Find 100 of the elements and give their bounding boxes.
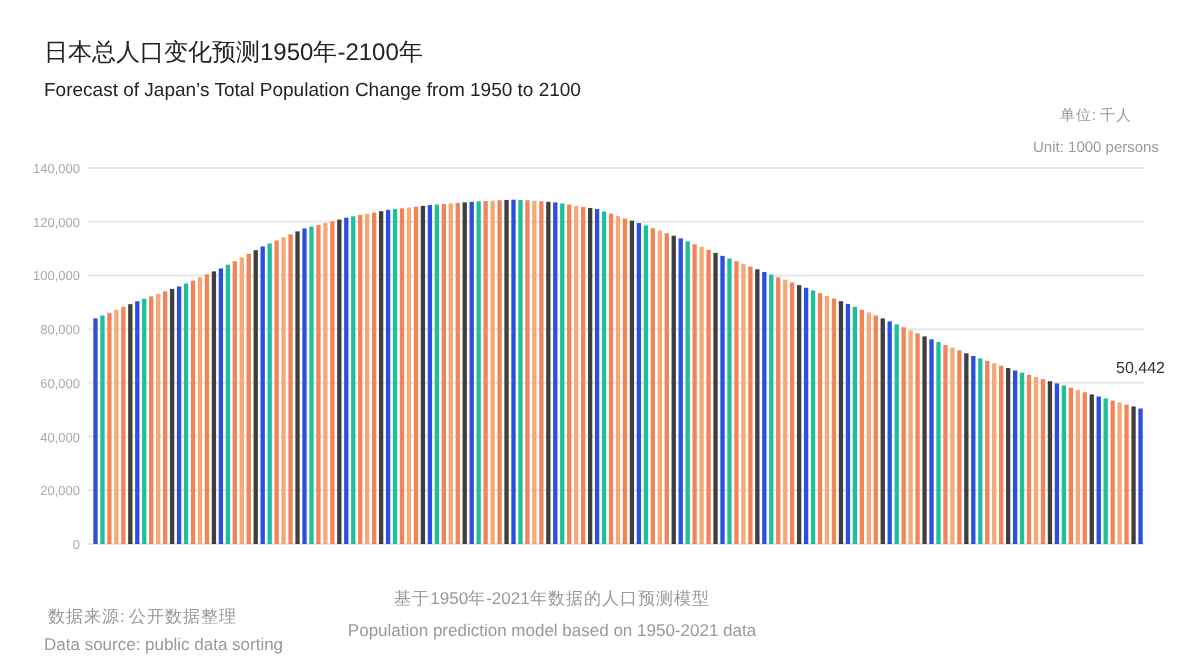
bar	[1012, 370, 1018, 544]
bar	[838, 301, 844, 544]
bar	[372, 212, 377, 544]
bar	[1124, 404, 1129, 544]
bar	[796, 285, 802, 544]
bar	[901, 327, 906, 544]
bar	[121, 306, 126, 544]
bar	[894, 324, 899, 544]
bar	[783, 279, 788, 544]
bar	[922, 336, 927, 544]
bar	[692, 244, 697, 544]
bar	[615, 216, 621, 544]
bar	[685, 241, 690, 544]
bar	[267, 243, 272, 544]
bar	[365, 213, 370, 544]
bar	[1026, 374, 1032, 544]
bar	[790, 282, 795, 544]
bar	[149, 296, 154, 544]
bar	[950, 347, 955, 544]
bar	[587, 208, 593, 544]
bar	[859, 309, 864, 544]
bar	[309, 226, 314, 544]
bar	[135, 301, 140, 544]
bar	[483, 201, 488, 544]
bar	[1005, 368, 1011, 544]
bar	[232, 261, 237, 544]
bar	[713, 252, 718, 544]
bar	[504, 199, 509, 544]
bar	[448, 203, 453, 544]
bar	[657, 230, 662, 544]
bar	[169, 288, 175, 544]
bar	[385, 209, 391, 544]
bar	[469, 201, 474, 544]
bar	[622, 218, 628, 544]
bar	[1103, 398, 1108, 544]
bar	[769, 274, 774, 544]
bar	[1054, 383, 1060, 544]
bar	[142, 298, 147, 544]
bar	[358, 215, 363, 544]
bar	[810, 290, 816, 544]
bar	[734, 261, 739, 544]
bar	[246, 253, 251, 544]
bar	[281, 237, 286, 544]
bar	[455, 202, 460, 544]
bar	[420, 205, 426, 544]
bar	[943, 344, 948, 544]
bar	[260, 246, 265, 544]
bar	[1138, 408, 1143, 544]
bar	[706, 249, 711, 544]
bar	[490, 200, 495, 544]
bar	[511, 199, 516, 544]
bar	[629, 220, 635, 544]
bar	[183, 283, 189, 544]
bar	[337, 219, 342, 544]
bar	[845, 303, 851, 544]
bar	[908, 330, 913, 544]
bar	[887, 321, 892, 544]
bar	[1040, 379, 1046, 544]
bar	[985, 360, 990, 544]
bar	[817, 293, 823, 544]
bar	[1033, 376, 1039, 544]
bar	[532, 200, 537, 544]
bar	[873, 315, 878, 544]
bar	[1131, 406, 1136, 544]
bar	[392, 209, 398, 544]
bar	[866, 312, 871, 544]
bar	[978, 358, 983, 544]
bar	[553, 202, 558, 544]
bar	[567, 204, 572, 544]
bar	[190, 280, 196, 544]
bar	[156, 293, 161, 544]
bar	[197, 277, 203, 544]
bar	[581, 206, 586, 544]
data-label: 50,442	[1116, 358, 1167, 377]
bar	[211, 271, 217, 544]
bar	[1110, 400, 1115, 544]
bar	[218, 268, 224, 544]
bar	[915, 333, 920, 544]
bar	[295, 231, 300, 544]
bar	[636, 223, 642, 544]
bar	[1061, 385, 1067, 544]
bar	[1068, 387, 1074, 544]
bar	[601, 211, 607, 544]
bar	[399, 208, 405, 544]
bar	[413, 206, 419, 544]
bar	[497, 200, 502, 544]
bar	[992, 363, 997, 544]
bar	[755, 269, 760, 544]
bar	[316, 224, 321, 544]
bar	[162, 291, 168, 544]
source-note: Data source: public data sorting	[44, 634, 284, 654]
bar	[128, 304, 133, 544]
bar	[274, 240, 279, 544]
bar	[427, 205, 433, 544]
bar	[434, 204, 440, 544]
bar	[650, 228, 655, 544]
bar	[964, 353, 969, 544]
bar	[351, 216, 356, 544]
bar	[999, 365, 1004, 544]
bar	[1082, 392, 1087, 544]
